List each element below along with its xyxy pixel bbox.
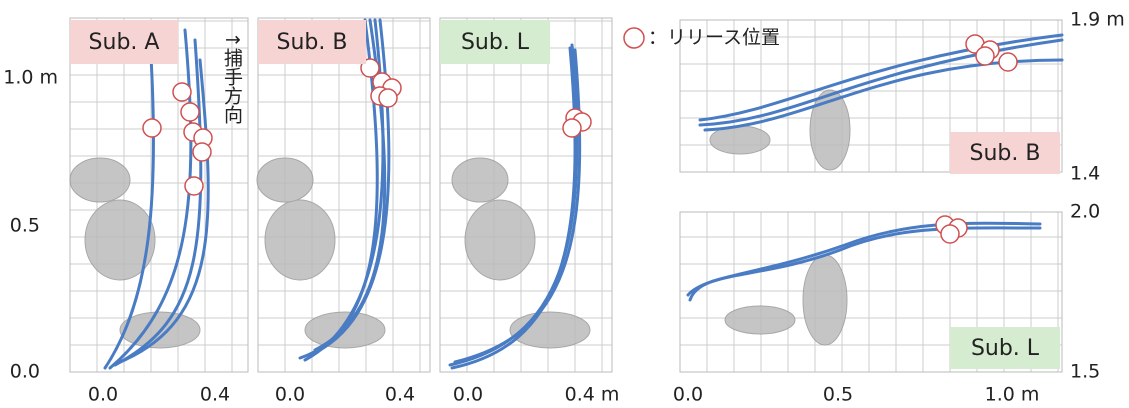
y-tick-label: 0.5 — [10, 215, 40, 237]
figure: Sub. A Sub. B Sub. L Sub. B Sub. L ↑捕手方向… — [0, 0, 1129, 408]
x-tick-label: 0.4 — [385, 384, 415, 406]
x-tick-label: 0.0 — [88, 384, 118, 406]
x-tick-label: 0.4 — [200, 384, 230, 406]
legend-text: ：リリース位置 — [648, 27, 780, 49]
y-tick-label: 1.0 m — [3, 67, 58, 89]
x-tick-label: 0.0 — [673, 384, 703, 406]
legend-icon — [624, 28, 644, 48]
annotation: ↑捕手方向 — [221, 32, 243, 124]
x-tick-label: 0.4 m — [565, 384, 620, 406]
x-tick-label: 0.0 — [453, 384, 483, 406]
y-tick-label: 1.9 m — [1070, 9, 1125, 31]
panel-label: Sub. A — [89, 30, 160, 55]
panel-label: Sub. B — [970, 141, 1041, 166]
x-tick-label: 1.0 m — [985, 384, 1040, 406]
panel-label: Sub. L — [461, 30, 530, 55]
x-tick-label: 0.5 — [823, 384, 853, 406]
panel-label: Sub. B — [277, 30, 348, 55]
y-tick-label: 1.4 — [1070, 163, 1100, 185]
y-tick-label: 2.0 — [1070, 201, 1100, 223]
y-tick-label: 0.0 — [10, 361, 40, 383]
panel-label: Sub. L — [971, 336, 1040, 361]
y-tick-label: 1.5 — [1070, 361, 1100, 383]
x-tick-label: 0.0 — [275, 384, 305, 406]
trajectories — [105, 20, 1062, 368]
